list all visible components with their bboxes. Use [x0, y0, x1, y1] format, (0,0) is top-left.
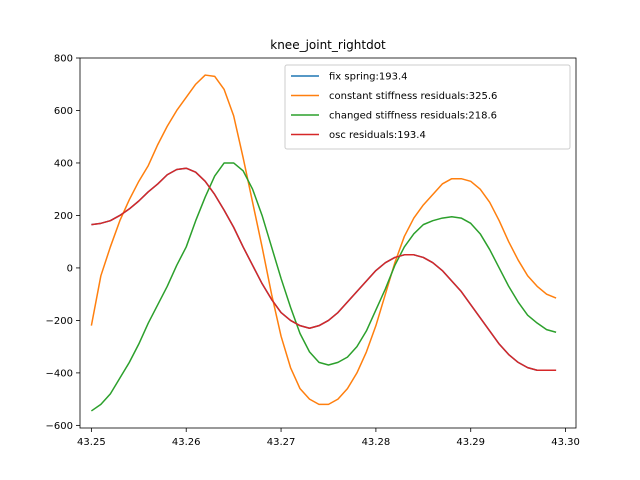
y-tick-label: 0 [67, 263, 73, 274]
x-tick-label: 43.29 [456, 437, 485, 448]
x-tick-label: 43.28 [362, 437, 391, 448]
y-tick-label: −200 [46, 316, 73, 327]
axes-border [79, 57, 577, 429]
x-tick-label: 43.27 [267, 437, 296, 448]
axes-frame [79, 57, 577, 429]
legend-entry: fix spring:193.4 [329, 72, 408, 83]
plot-area [90, 74, 557, 412]
x-axis: 43.25 43.26 43.27 43.28 43.29 43.30 [77, 428, 580, 448]
legend-entry: osc residuals:193.4 [329, 130, 426, 141]
legend-box [284, 64, 571, 150]
y-tick-label: −600 [46, 421, 73, 432]
legend-entry: changed stiffness residuals:218.6 [329, 111, 497, 122]
legend: fix spring:193.4 constant stiffness resid… [284, 64, 571, 150]
y-tick-label: −400 [46, 368, 73, 379]
y-tick-label: 400 [54, 158, 73, 169]
series-line-2 [90, 74, 557, 406]
y-tick-label: 600 [54, 106, 73, 117]
y-axis: −600 −400 −200 0 200 400 600 800 [46, 54, 80, 432]
x-tick-label: 43.25 [77, 437, 106, 448]
legend-entry: constant stiffness residuals:325.6 [329, 91, 497, 102]
y-tick-label: 200 [54, 211, 73, 222]
y-tick-label: 800 [54, 54, 73, 65]
chart-title: knee_joint_rightdot [270, 38, 386, 52]
series-line-3 [90, 162, 557, 412]
series-line-4 [91, 167, 557, 372]
x-tick-label: 43.30 [551, 437, 580, 448]
x-tick-label: 43.26 [172, 437, 201, 448]
